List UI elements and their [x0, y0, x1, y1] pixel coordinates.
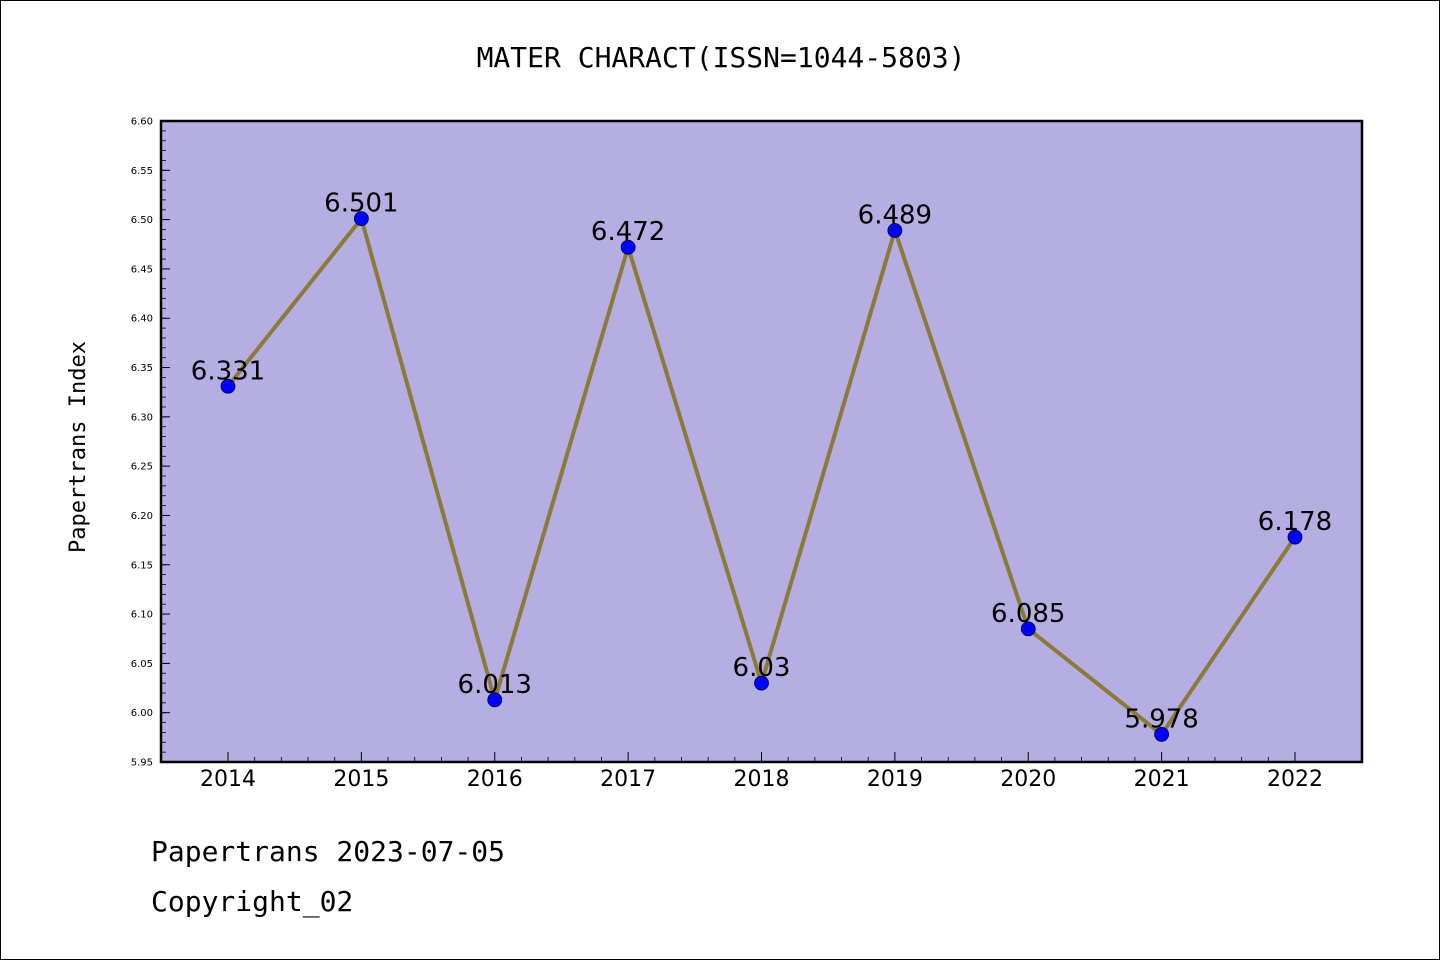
data-label: 6.03: [733, 653, 791, 683]
x-axis: 2014 2015 2016 2017 2018 2019 2020 2021 2022: [200, 752, 1323, 792]
y-tick-label: 5.95: [131, 758, 153, 769]
plot-area: [159, 119, 1364, 764]
y-tick-label: 6.20: [131, 511, 153, 522]
y-axis-label: Papertrans Index: [66, 341, 91, 553]
data-point: [1020, 621, 1036, 637]
y-tick-label: 6.55: [131, 166, 153, 177]
data-point: [487, 692, 503, 708]
footer-copyright: Copyright_02: [151, 885, 354, 918]
data-point: [1287, 529, 1303, 545]
y-tick-label: 6.30: [131, 412, 153, 423]
y-tick-label: 6.45: [131, 264, 153, 275]
data-point: [220, 378, 236, 394]
data-label: 6.472: [591, 217, 665, 247]
x-tick-label: 2015: [333, 767, 389, 792]
y-tick-label: 6.10: [131, 610, 153, 621]
y-tick-label: 6.60: [131, 117, 153, 128]
data-labels: 6.331 6.501 6.013 6.472 6.03 6.489 6.085 5.978 6…: [191, 189, 1332, 735]
x-tick-label: 2016: [467, 767, 523, 792]
data-points: [220, 211, 1303, 742]
y-tick-label: 6.25: [131, 462, 153, 473]
data-label: 6.013: [458, 670, 532, 700]
data-label: 6.178: [1258, 507, 1332, 537]
x-tick-label: 2022: [1267, 767, 1323, 792]
data-label: 6.085: [991, 599, 1065, 629]
x-tick-label: 2017: [600, 767, 656, 792]
data-point: [887, 223, 903, 238]
x-tick-label: 2014: [200, 767, 256, 792]
data-label: 6.501: [324, 189, 398, 219]
y-tick-label: 6.15: [131, 560, 153, 571]
data-point: [1154, 726, 1170, 742]
footer-date: Papertrans 2023-07-05: [151, 835, 506, 868]
data-label: 6.331: [191, 356, 265, 386]
chart-title: MATER CHARACT(ISSN=1044-5803): [477, 41, 966, 74]
y-tick-label: 6.50: [131, 215, 153, 226]
y-tick-label: 6.00: [131, 708, 153, 719]
y-tick-label: 6.05: [131, 659, 153, 670]
x-tick-label: 2020: [1000, 767, 1056, 792]
x-tick-label: 2018: [734, 767, 790, 792]
y-tick-label: 6.35: [131, 363, 153, 374]
data-point: [754, 675, 769, 691]
data-label: 6.489: [858, 200, 932, 230]
y-tick-label: 6.40: [131, 314, 153, 325]
data-point: [620, 239, 636, 255]
y-axis: 5.95 6.00 6.05 6.10 6.15 6.20 6.25 6.30 6.35 6.40…: [131, 117, 170, 769]
x-tick-label: 2019: [867, 767, 923, 792]
data-label: 5.978: [1124, 704, 1198, 734]
x-tick-label: 2021: [1134, 767, 1190, 792]
data-point: [353, 211, 369, 227]
